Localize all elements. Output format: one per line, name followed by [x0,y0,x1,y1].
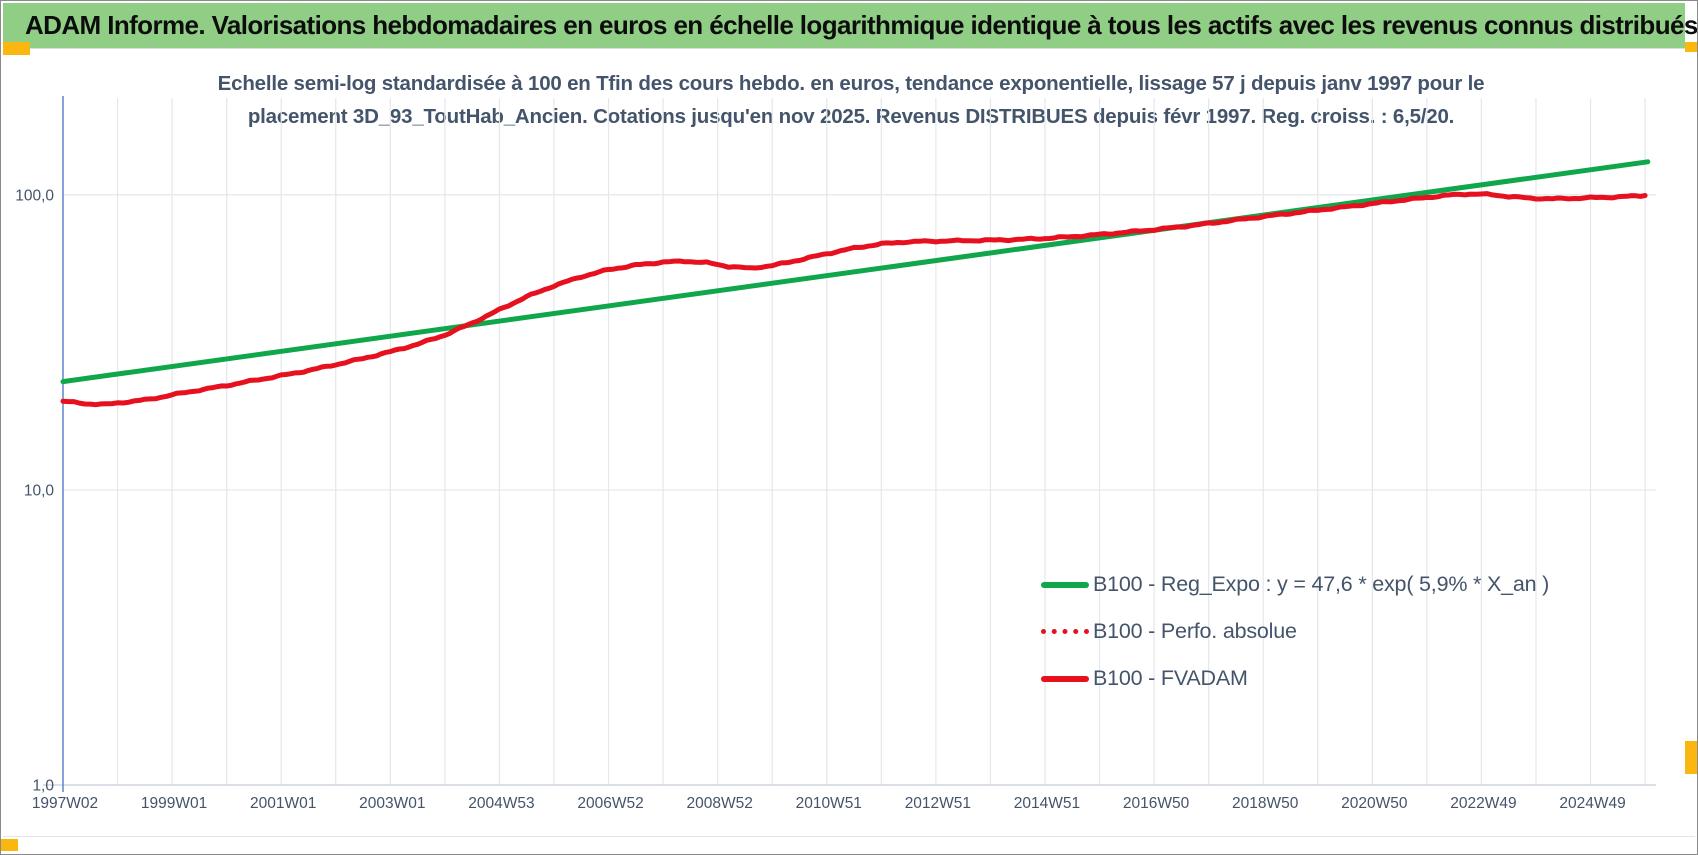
chart-legend: B100 - Reg_Expo : y = 47,6 * exp( 5,9% *… [1041,561,1549,702]
svg-text:1,0: 1,0 [32,778,54,795]
svg-text:100,0: 100,0 [15,187,54,204]
chart-title: Echelle semi-log standardisée à 100 en T… [101,67,1601,133]
y-axis-labels: 100,0 10,0 1,0 [15,187,54,794]
svg-text:2006W52: 2006W52 [577,795,643,812]
svg-text:10,0: 10,0 [24,482,55,499]
legend-item-perfo-absolue[interactable]: B100 - Perfo. absolue [1041,608,1501,655]
red-dotted-swatch-icon [1041,629,1089,634]
chart-title-line1: Echelle semi-log standardisée à 100 en T… [217,72,1485,95]
report-header-title: ADAM Informe. Valorisations hebdomadaire… [25,10,1698,40]
svg-text:2024W49: 2024W49 [1559,795,1625,812]
legend-label: B100 - Reg_Expo : y = 47,6 * exp( 5,9% *… [1093,572,1550,596]
legend-item-reg-expo[interactable]: B100 - Reg_Expo : y = 47,6 * exp( 5,9% *… [1041,561,1549,608]
legend-label: B100 - FVADAM [1093,666,1248,690]
sheet-marker-top-right [1685,42,1697,52]
report-header: ADAM Informe. Valorisations hebdomadaire… [3,3,1697,49]
svg-text:1997W02: 1997W02 [32,795,98,812]
sheet-marker-right [1685,741,1697,774]
svg-text:2004W53: 2004W53 [468,795,534,812]
sheet-marker-bottom-left [1,839,18,851]
svg-text:2010W51: 2010W51 [796,795,862,812]
x-axis-labels: 1997W02 1999W01 2001W01 2003W01 2004W53 2006W… [32,795,1626,812]
legend-item-fvadam[interactable]: B100 - FVADAM [1041,655,1501,702]
sheet-marker-top-left [3,42,30,55]
gridlines [63,98,1656,785]
series-b100-reg-expo-y-47-6-exp-5-9-x-an- [60,159,1651,385]
chart-title-line2: placement 3D_93_ToutHab_Ancien. Cotation… [247,105,1455,128]
svg-text:1999W01: 1999W01 [141,795,207,812]
svg-text:2001W01: 2001W01 [250,795,316,812]
svg-text:2022W49: 2022W49 [1450,795,1516,812]
series-b100-fvadam [60,191,1648,408]
svg-text:2020W50: 2020W50 [1341,795,1408,812]
legend-label: B100 - Perfo. absolue [1093,619,1297,643]
chart-frame-bottom-edge [3,836,1695,837]
green-line-swatch-icon [1041,581,1089,588]
svg-text:2018W50: 2018W50 [1232,795,1299,812]
svg-text:2003W01: 2003W01 [359,795,425,812]
svg-text:2016W50: 2016W50 [1123,795,1190,812]
series-lines [60,159,1651,408]
svg-text:2012W51: 2012W51 [905,795,971,812]
svg-text:2014W51: 2014W51 [1014,795,1080,812]
svg-text:2008W52: 2008W52 [686,795,752,812]
red-line-swatch-icon [1041,675,1089,682]
